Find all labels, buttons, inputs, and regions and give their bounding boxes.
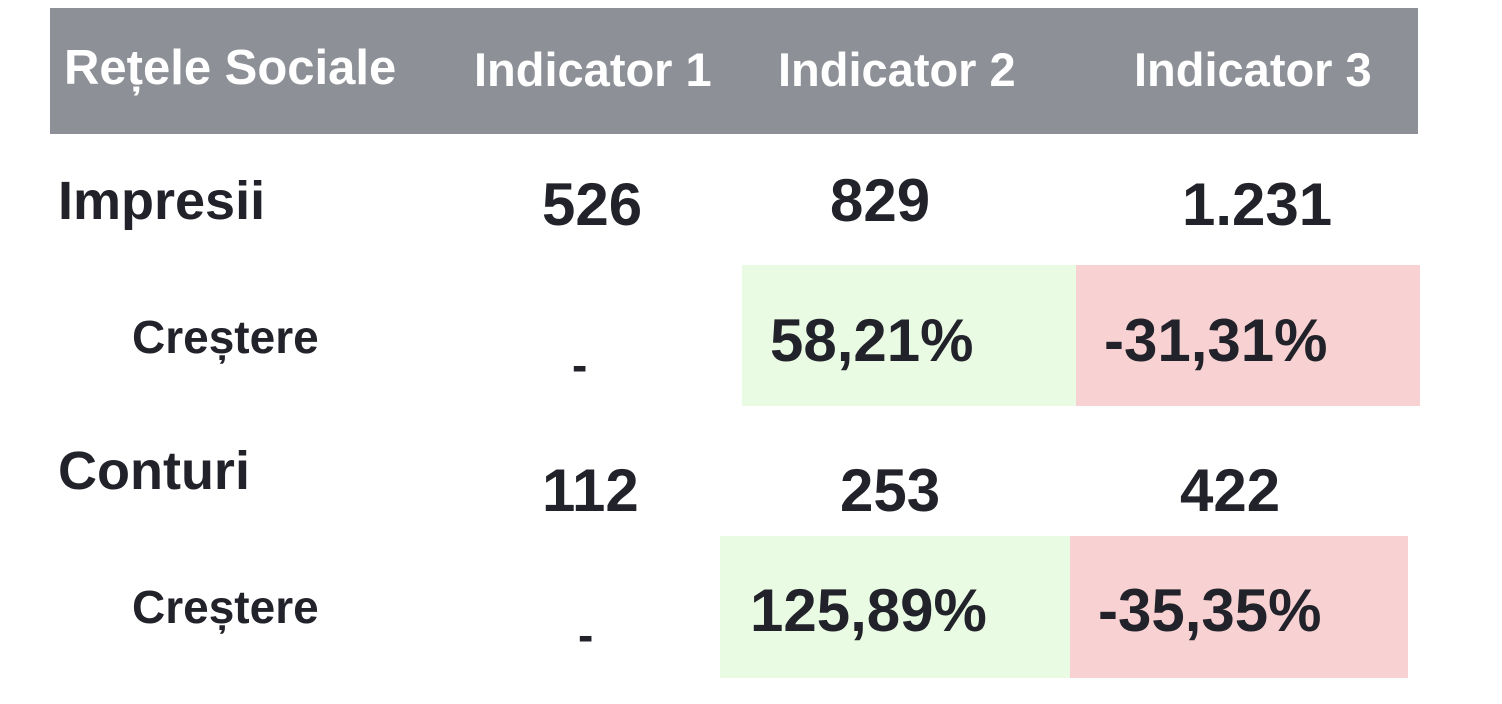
header-indicator-1: Indicator 1: [474, 43, 712, 96]
negative-growth-cell: [1076, 265, 1420, 406]
accounts-growth-indicator-2: 125,89%: [750, 577, 987, 644]
row-label-growth: Creștere: [132, 581, 319, 633]
header-social-networks: Rețele Sociale: [64, 41, 397, 95]
accounts-growth-indicator-3: -35,35%: [1098, 577, 1322, 644]
row-label-impressions: Impresii: [58, 171, 266, 231]
positive-growth-cell: [720, 536, 1070, 678]
impressions-indicator-1: 526: [542, 171, 643, 238]
impressions-growth-indicator-1: -: [572, 339, 588, 391]
accounts-indicator-2: 253: [840, 457, 941, 524]
header-indicator-3: Indicator 3: [1134, 43, 1372, 96]
impressions-growth-indicator-3: -31,31%: [1104, 307, 1328, 374]
accounts-growth-indicator-1: -: [578, 609, 594, 661]
row-label-accounts: Conturi: [58, 441, 250, 501]
table-header: [50, 8, 1418, 134]
impressions-growth-indicator-2: 58,21%: [770, 307, 974, 374]
header-indicator-2: Indicator 2: [778, 43, 1016, 96]
impressions-indicator-3: 1.231: [1182, 171, 1333, 238]
accounts-indicator-1: 112: [542, 457, 639, 524]
impressions-indicator-2: 829: [830, 167, 931, 234]
row-label-growth: Creștere: [132, 311, 319, 363]
accounts-indicator-3: 422: [1180, 457, 1281, 524]
negative-growth-cell: [1070, 536, 1408, 678]
positive-growth-cell: [742, 265, 1076, 406]
